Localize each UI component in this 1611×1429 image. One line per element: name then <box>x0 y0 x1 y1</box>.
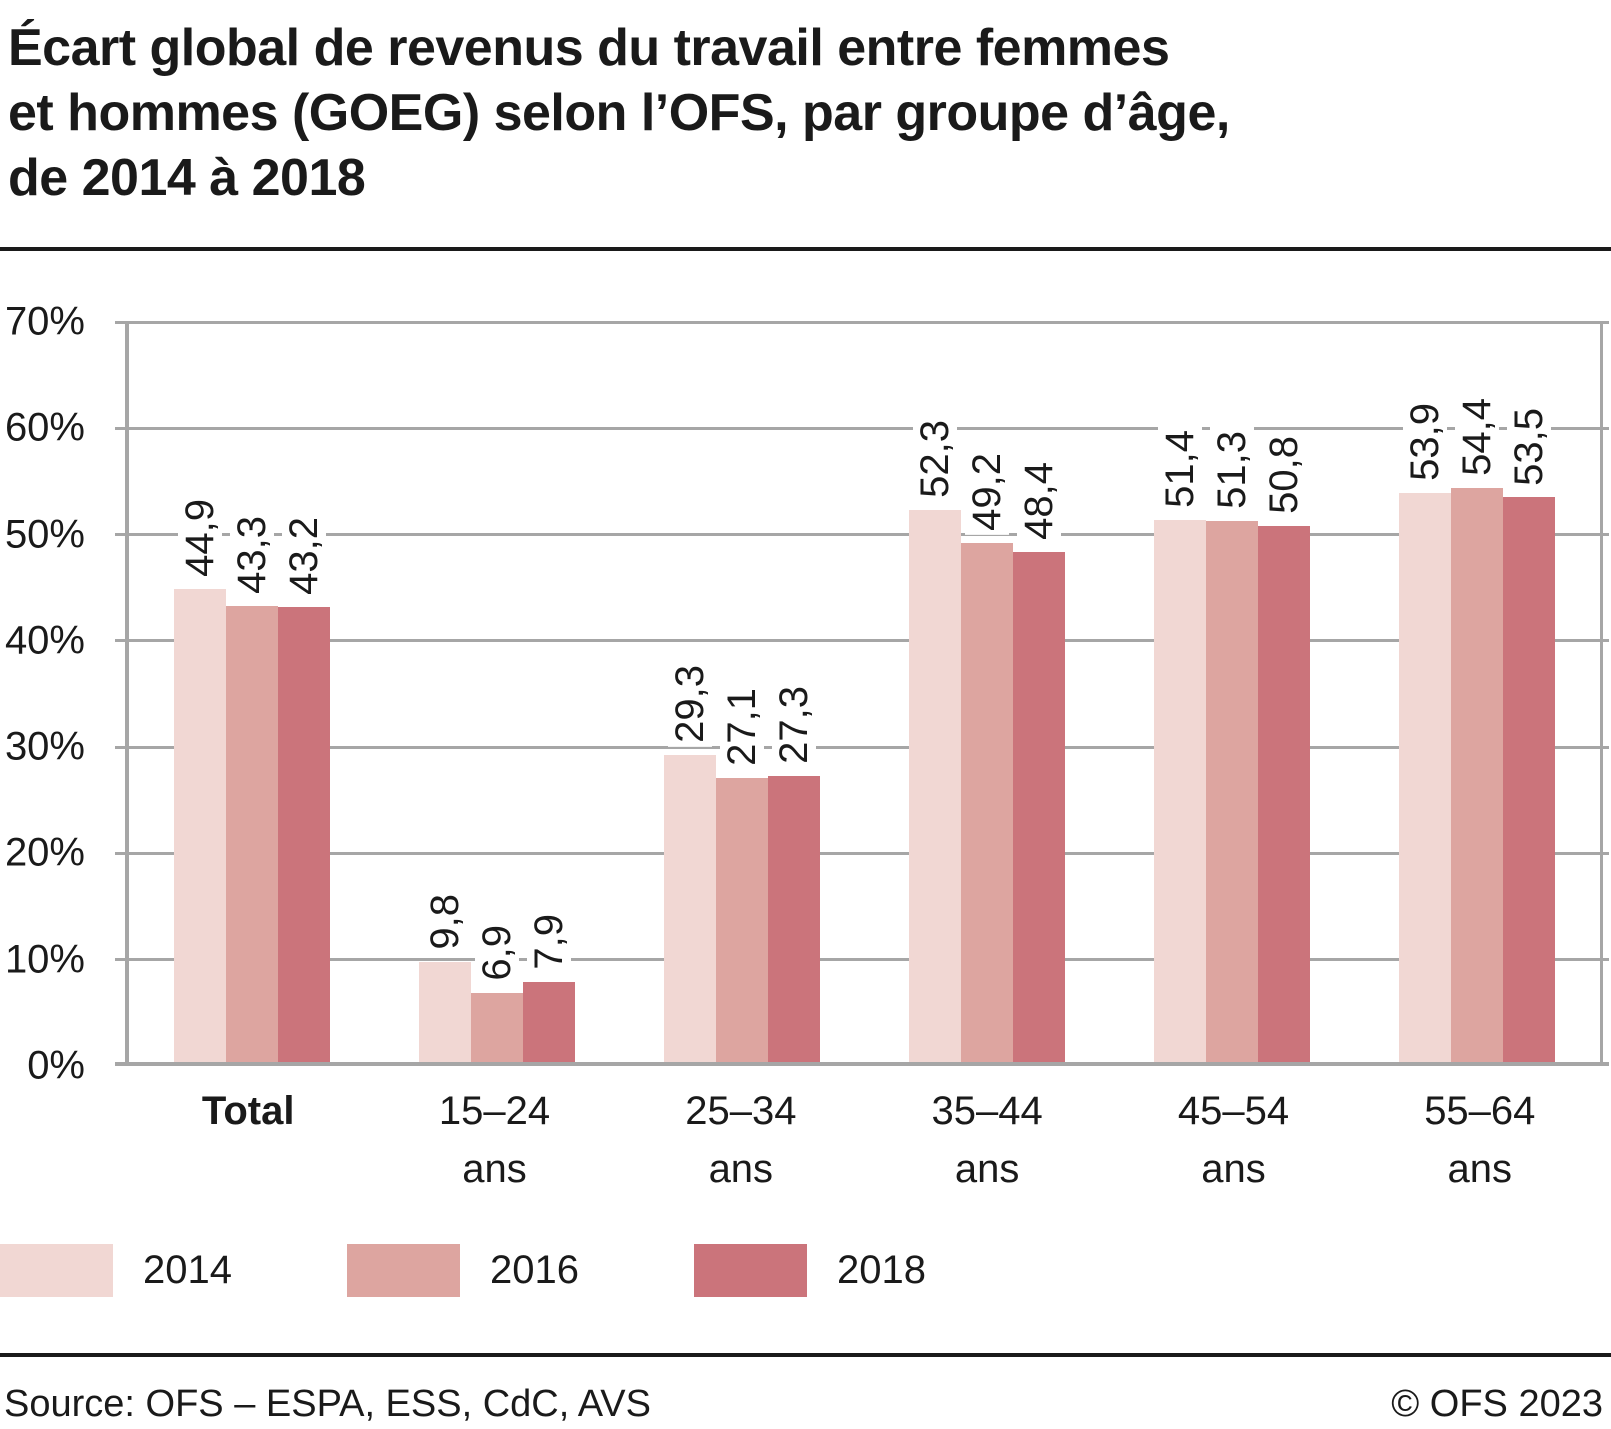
y-tick-label: 70% <box>4 299 85 344</box>
bar-2018: 27,3 <box>767 681 820 1066</box>
bar-value-label: 51,4 <box>1158 425 1203 512</box>
gridline <box>115 320 1609 324</box>
gridline <box>115 426 1609 430</box>
gridline <box>115 851 1609 855</box>
bar-group: 52,3 49,2 48,4 <box>865 322 1110 1066</box>
y-tick-label: 10% <box>4 937 85 982</box>
bar-2014: 52,3 <box>909 416 962 1066</box>
y-tick-label: 20% <box>4 830 85 875</box>
bar-2018: 48,4 <box>1013 457 1066 1066</box>
bar-value-label: 52,3 <box>913 416 958 503</box>
bar-2018: 43,2 <box>277 513 330 1066</box>
bar-2016: 27,1 <box>715 684 768 1066</box>
bar-2016: 49,2 <box>961 449 1014 1066</box>
bar-value-label: 50,8 <box>1262 432 1307 519</box>
legend: 2014 2016 2018 <box>0 1244 1611 1297</box>
bar-2014: 29,3 <box>663 660 716 1066</box>
copyright-note: © OFS 2023 <box>1391 1383 1603 1425</box>
bar-2016: 51,3 <box>1206 426 1259 1066</box>
bar-2018: 7,9 <box>522 910 575 1066</box>
legend-label: 2018 <box>836 1248 926 1292</box>
legend-swatch <box>0 1244 113 1297</box>
bar-2014: 9,8 <box>418 890 471 1066</box>
legend-item: 2016 <box>346 1244 579 1297</box>
legend-item: 2018 <box>693 1244 926 1297</box>
footer: Source: OFS – ESPA, ESS, CdC, AVS © OFS … <box>0 1353 1611 1426</box>
x-category-line2: ans <box>1447 1147 1513 1191</box>
x-category-label: 45–54 ans <box>1110 1082 1356 1198</box>
bar-value-label: 29,3 <box>667 660 712 747</box>
bar-value-label: 53,5 <box>1507 403 1552 490</box>
bar-2016: 6,9 <box>470 921 523 1066</box>
x-category-line2: ans <box>708 1147 774 1191</box>
legend-label: 2014 <box>143 1248 232 1292</box>
grouped-bar-chart: 44,9 43,3 43,2 9,8 6,9 7,9 29,3 27,1 27,3 52,3 49,… <box>0 300 1611 1198</box>
bar-value-label: 54,4 <box>1455 393 1500 480</box>
x-category-line2: ans <box>954 1147 1020 1191</box>
bar-group: 44,9 43,3 43,2 <box>129 322 374 1066</box>
bar-value-label: 44,9 <box>177 494 222 581</box>
bar-2016: 43,3 <box>225 511 278 1066</box>
y-tick-label: 30% <box>4 724 85 769</box>
bar-value-label: 7,9 <box>526 910 571 975</box>
bar-value-label: 27,3 <box>771 681 816 768</box>
bar-2018: 50,8 <box>1258 432 1311 1066</box>
y-tick-label: 50% <box>4 512 85 557</box>
legend-swatch <box>346 1244 460 1297</box>
bar-group: 51,4 51,3 50,8 <box>1110 322 1355 1066</box>
bar-value-label: 43,3 <box>229 511 274 598</box>
x-category-label: 15–24 ans <box>371 1082 617 1198</box>
bar-value-label: 49,2 <box>965 449 1010 536</box>
bar-value-label: 43,2 <box>281 513 326 599</box>
bar-value-label: 27,1 <box>719 684 764 770</box>
source-note: Source: OFS – ESPA, ESS, CdC, AVS <box>4 1383 651 1425</box>
x-category-line1: 55–64 <box>1424 1089 1536 1133</box>
x-category-line1: 25–34 <box>685 1089 797 1133</box>
x-category-line2: ans <box>462 1147 527 1191</box>
x-category-line1: 15–24 <box>438 1089 551 1133</box>
bar-2014: 53,9 <box>1399 399 1452 1066</box>
bar-value-label: 51,3 <box>1210 426 1255 513</box>
bar-groups: 44,9 43,3 43,2 9,8 6,9 7,9 29,3 27,1 27,3 52,3 49,… <box>129 322 1600 1066</box>
bar-group: 9,8 6,9 7,9 <box>374 322 619 1066</box>
bar-2016: 54,4 <box>1451 393 1504 1066</box>
bar-2014: 44,9 <box>173 494 226 1066</box>
x-axis-baseline <box>115 1062 1609 1066</box>
footer-divider <box>0 1353 1611 1357</box>
x-category-line1: Total <box>201 1089 295 1133</box>
bar-value-label: 6,9 <box>474 921 519 985</box>
bar-2018: 53,5 <box>1503 403 1556 1066</box>
x-category-label: Total <box>125 1082 371 1198</box>
x-category-label: 55–64 ans <box>1357 1082 1603 1198</box>
x-axis-labels: Total 15–24 ans 25–34 ans 35–44 ans 45–54 ans 55–… <box>125 1082 1603 1198</box>
gridline <box>115 639 1609 643</box>
legend-label: 2016 <box>489 1248 579 1292</box>
gridline <box>115 533 1609 537</box>
x-category-line2: ans <box>1201 1147 1266 1191</box>
gridline <box>115 745 1609 749</box>
x-category-label: 25–34 ans <box>618 1082 864 1198</box>
bar-value-label: 9,8 <box>422 890 467 954</box>
y-tick-label: 0% <box>27 1043 85 1088</box>
plot-area: 44,9 43,3 43,2 9,8 6,9 7,9 29,3 27,1 27,3 52,3 49,… <box>5 300 1609 1088</box>
bar-2014: 51,4 <box>1154 425 1207 1066</box>
x-category-line1: 45–54 <box>1177 1089 1290 1133</box>
bar-value-label: 53,9 <box>1403 399 1448 486</box>
gridline <box>115 958 1609 962</box>
bar-value-label: 48,4 <box>1017 457 1062 544</box>
title-divider <box>0 247 1611 251</box>
chart-title: Écart global de revenus du travail entre… <box>8 19 1230 207</box>
bar-group: 29,3 27,1 27,3 <box>619 322 864 1066</box>
bar-group: 53,9 54,4 53,5 <box>1355 322 1600 1066</box>
legend-swatch <box>693 1244 807 1297</box>
x-category-line1: 35–44 <box>931 1089 1043 1133</box>
y-tick-label: 40% <box>4 618 85 663</box>
x-category-label: 35–44 ans <box>864 1082 1110 1198</box>
legend-item: 2014 <box>0 1244 232 1297</box>
y-tick-label: 60% <box>4 405 85 450</box>
